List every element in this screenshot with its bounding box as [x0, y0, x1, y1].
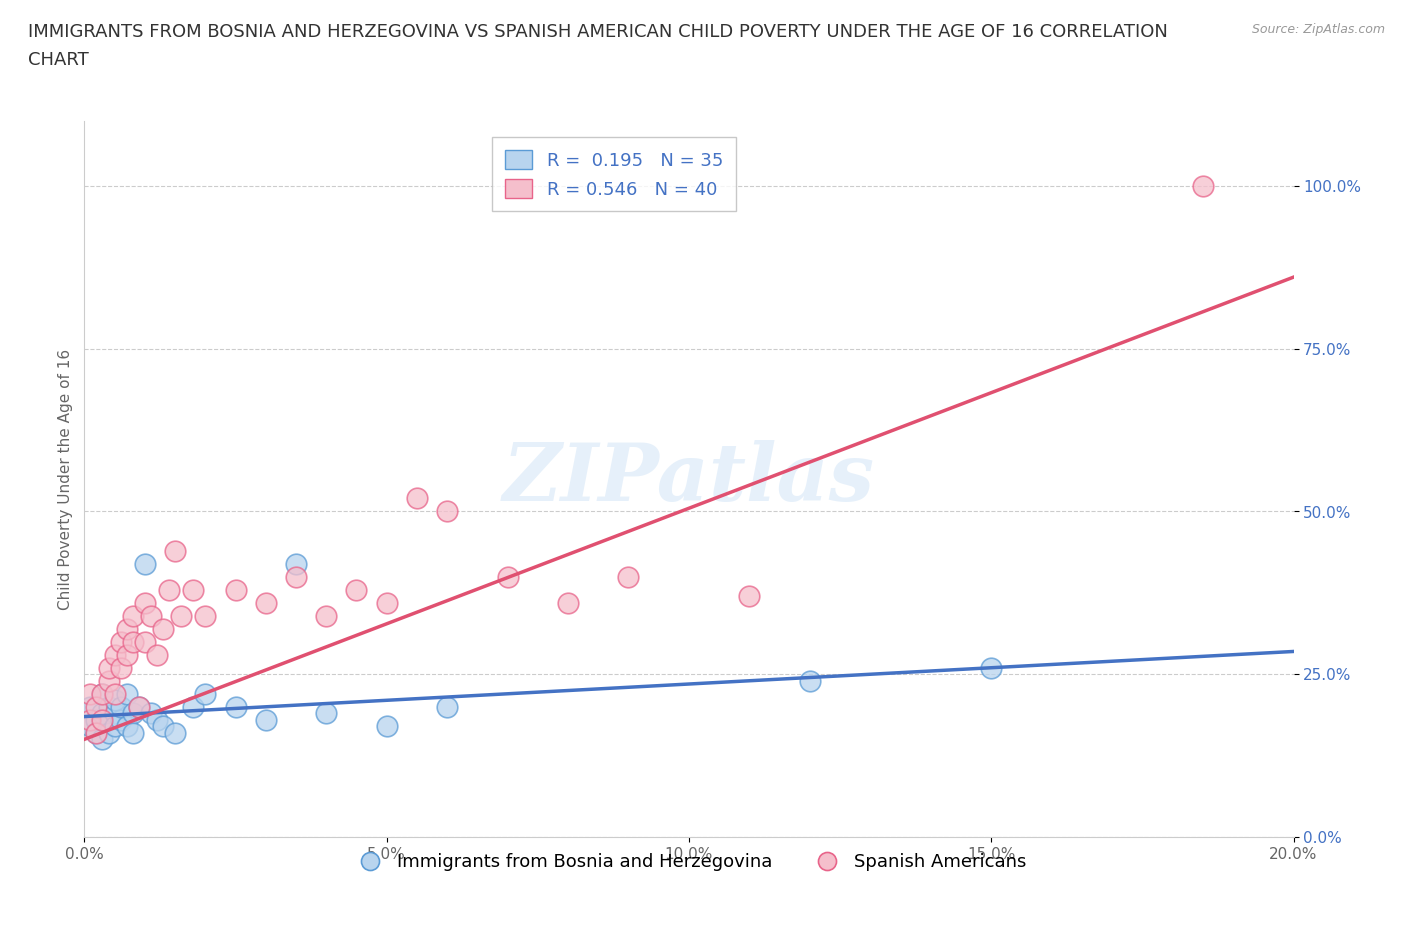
Point [104, 647, 127, 662]
Point [97, 699, 120, 714]
Point [79, 712, 101, 727]
Point [254, 712, 277, 727]
Point [152, 719, 174, 734]
Point [139, 706, 162, 721]
Point [79, 719, 101, 734]
Point [157, 582, 180, 597]
Point [557, 595, 579, 610]
Point [97, 660, 120, 675]
Point [104, 719, 127, 734]
Point [375, 595, 398, 610]
Point [121, 725, 143, 740]
Point [128, 699, 150, 714]
Point [97, 712, 120, 727]
Point [181, 699, 204, 714]
Point [97, 673, 120, 688]
Point [121, 706, 143, 721]
Point [165, 543, 187, 558]
Point [91, 686, 114, 701]
Point [225, 582, 247, 597]
Point [165, 725, 187, 740]
Point [134, 556, 156, 571]
Point [406, 491, 429, 506]
Text: ZIPatlas: ZIPatlas [503, 440, 875, 518]
Point [146, 647, 169, 662]
Point [436, 504, 458, 519]
Point [139, 608, 162, 623]
Point [91, 706, 114, 721]
Point [104, 706, 127, 721]
Point [738, 589, 761, 604]
Point [121, 608, 143, 623]
Point [115, 686, 138, 701]
Point [285, 556, 308, 571]
Point [79, 699, 101, 714]
Point [315, 706, 337, 721]
Point [115, 647, 138, 662]
Y-axis label: Child Poverty Under the Age of 16: Child Poverty Under the Age of 16 [58, 349, 73, 609]
Point [315, 608, 337, 623]
Point [110, 712, 132, 727]
Point [86, 725, 108, 740]
Point [617, 569, 640, 584]
Point [436, 699, 458, 714]
Point [86, 699, 108, 714]
Point [115, 621, 138, 636]
Point [194, 608, 217, 623]
Point [346, 582, 368, 597]
Point [170, 608, 193, 623]
Point [225, 699, 247, 714]
Point [194, 686, 217, 701]
Point [799, 673, 821, 688]
Point [91, 686, 114, 701]
Point [1192, 179, 1215, 193]
Point [128, 699, 150, 714]
Point [152, 621, 174, 636]
Point [104, 693, 127, 708]
Point [121, 634, 143, 649]
Text: IMMIGRANTS FROM BOSNIA AND HERZEGOVINA VS SPANISH AMERICAN CHILD POVERTY UNDER T: IMMIGRANTS FROM BOSNIA AND HERZEGOVINA V… [28, 23, 1168, 41]
Point [104, 686, 127, 701]
Point [134, 595, 156, 610]
Point [146, 712, 169, 727]
Point [86, 725, 108, 740]
Text: Source: ZipAtlas.com: Source: ZipAtlas.com [1251, 23, 1385, 36]
Point [110, 660, 132, 675]
Point [97, 725, 120, 740]
Point [254, 595, 277, 610]
Point [375, 719, 398, 734]
Point [79, 686, 101, 701]
Text: CHART: CHART [28, 51, 89, 69]
Point [115, 719, 138, 734]
Point [980, 660, 1002, 675]
Point [91, 712, 114, 727]
Point [86, 712, 108, 727]
Point [110, 634, 132, 649]
Point [285, 569, 308, 584]
Point [496, 569, 519, 584]
Point [181, 582, 204, 597]
Point [110, 699, 132, 714]
Point [134, 634, 156, 649]
Point [91, 732, 114, 747]
Legend: Immigrants from Bosnia and Herzegovina, Spanish Americans: Immigrants from Bosnia and Herzegovina, … [344, 845, 1033, 878]
